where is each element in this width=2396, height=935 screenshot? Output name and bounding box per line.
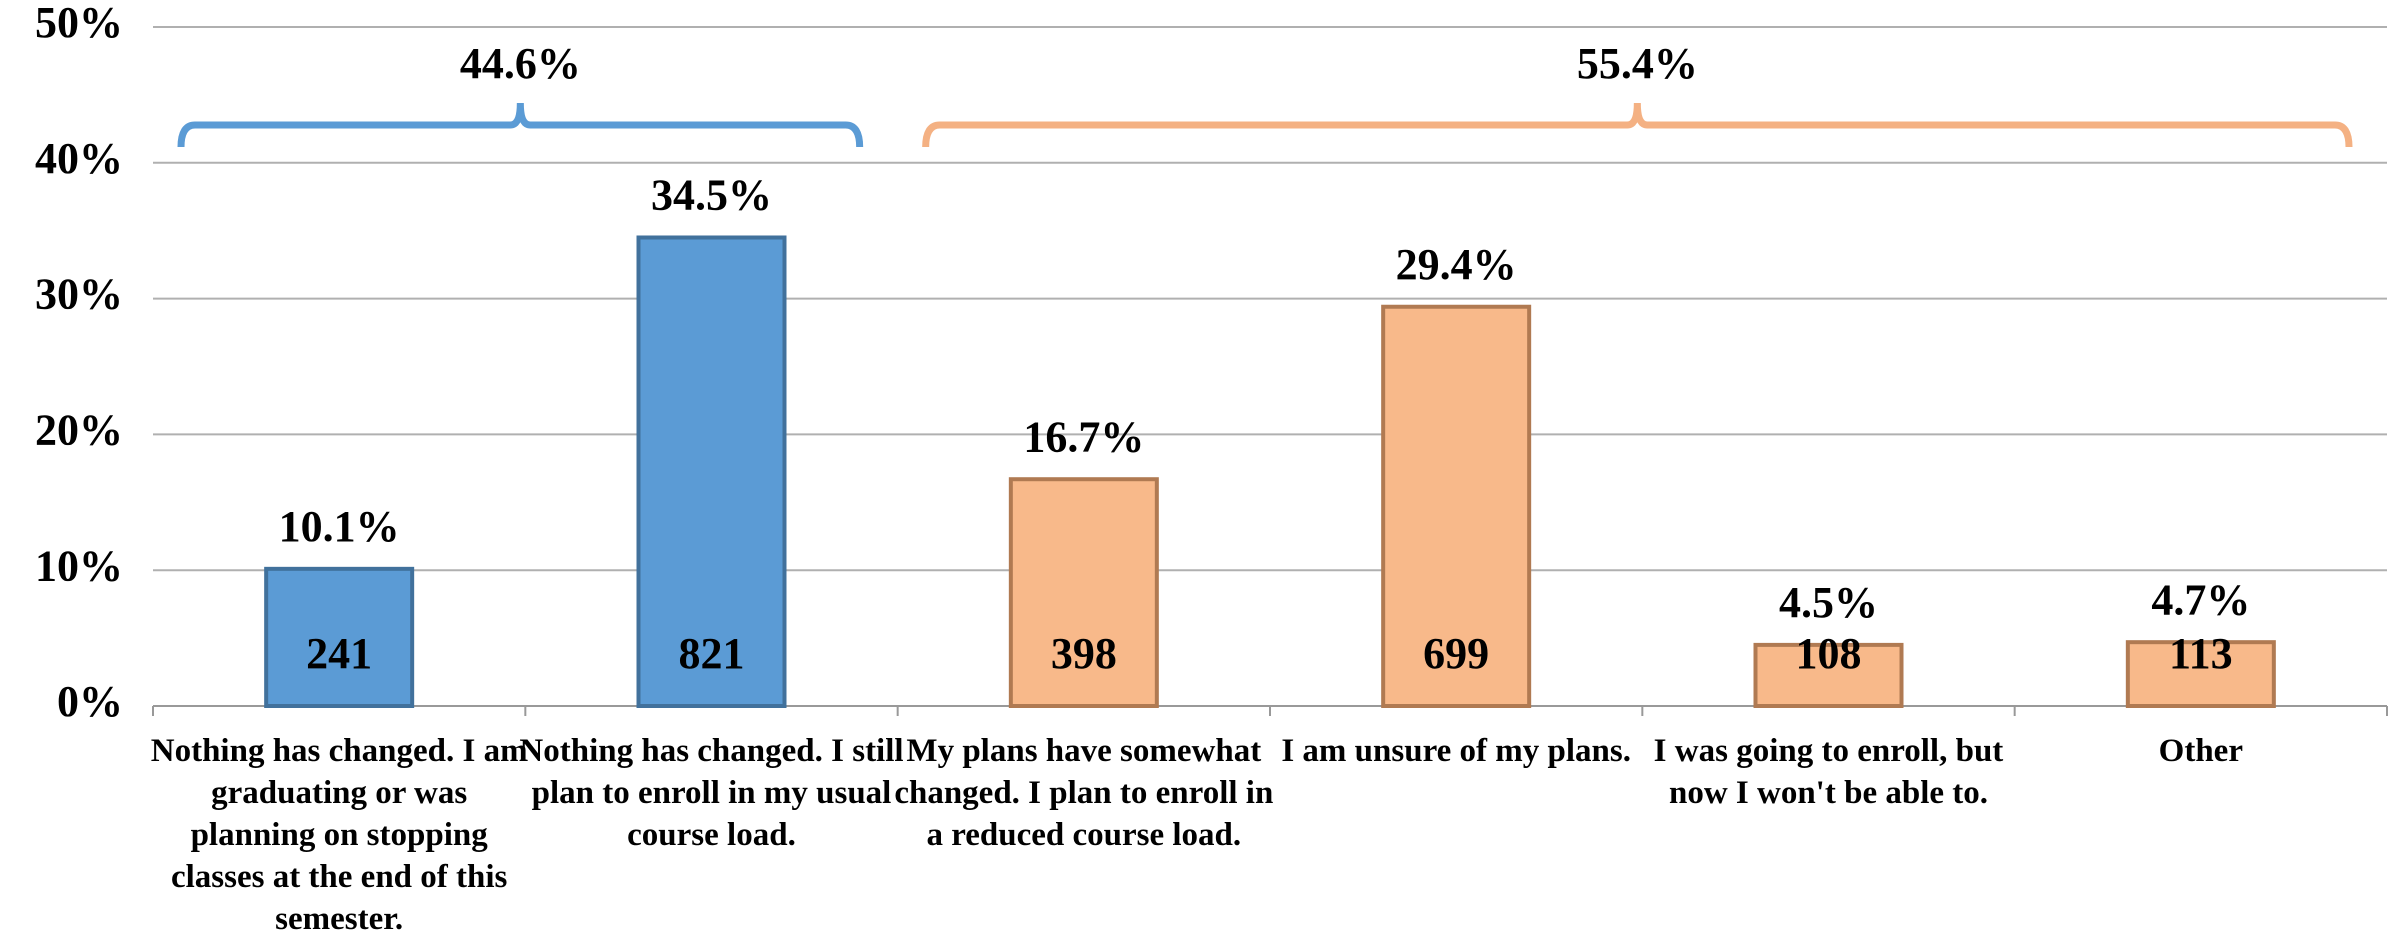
value-label: 10.1% [279,502,400,551]
value-label: 16.7% [1023,412,1144,461]
x-tick-label-box: I was going to enroll, but now I won't b… [1653,733,2004,811]
x-tick-label: Other [2158,733,2243,769]
group-label: 55.4% [1577,39,1698,88]
count-label: 821 [679,629,745,678]
count-label: 398 [1051,629,1117,678]
bar [264,566,415,708]
value-label: 29.4% [1396,240,1517,289]
bar [1381,304,1532,708]
y-tick-label: 0% [57,677,123,726]
x-tick-label-box: My plans have somewhat changed. I plan t… [894,733,1274,853]
count-label: 113 [2169,629,2233,678]
x-tick-label: My plans have somewhat changed. I plan t… [894,733,1274,853]
count-label: 699 [1423,629,1489,678]
value-label: 4.5% [1779,578,1878,627]
count-label: 241 [306,629,372,678]
group-bracket [922,102,2353,148]
y-tick-label: 10% [35,541,123,590]
x-tick-label: Nothing has changed. I still plan to enr… [519,733,904,853]
y-tick-label: 30% [35,270,123,319]
count-label: 108 [1796,629,1862,678]
y-tick-label: 40% [35,134,123,183]
bar [1753,642,1904,709]
x-tick-label-box: Nothing has changed. I am graduating or … [150,733,528,935]
value-label: 34.5% [651,171,772,220]
group-label: 44.6% [460,39,581,88]
bar [636,235,787,709]
value-label: 4.7% [2151,575,2250,624]
x-tick-label-box: Other [2158,733,2243,769]
x-tick-label: I was going to enroll, but now I won't b… [1653,733,2004,811]
y-tick-label: 20% [35,405,123,454]
x-tick-label-box: I am unsure of my plans. [1281,733,1631,769]
bar [1008,477,1159,708]
bar [2125,640,2276,709]
x-tick-label: I am unsure of my plans. [1281,733,1631,769]
group-bracket [177,102,864,148]
y-tick-label: 50% [35,0,123,47]
x-tick-label: Nothing has changed. I am graduating or … [150,733,528,935]
x-tick-label-box: Nothing has changed. I still plan to enr… [519,733,904,853]
